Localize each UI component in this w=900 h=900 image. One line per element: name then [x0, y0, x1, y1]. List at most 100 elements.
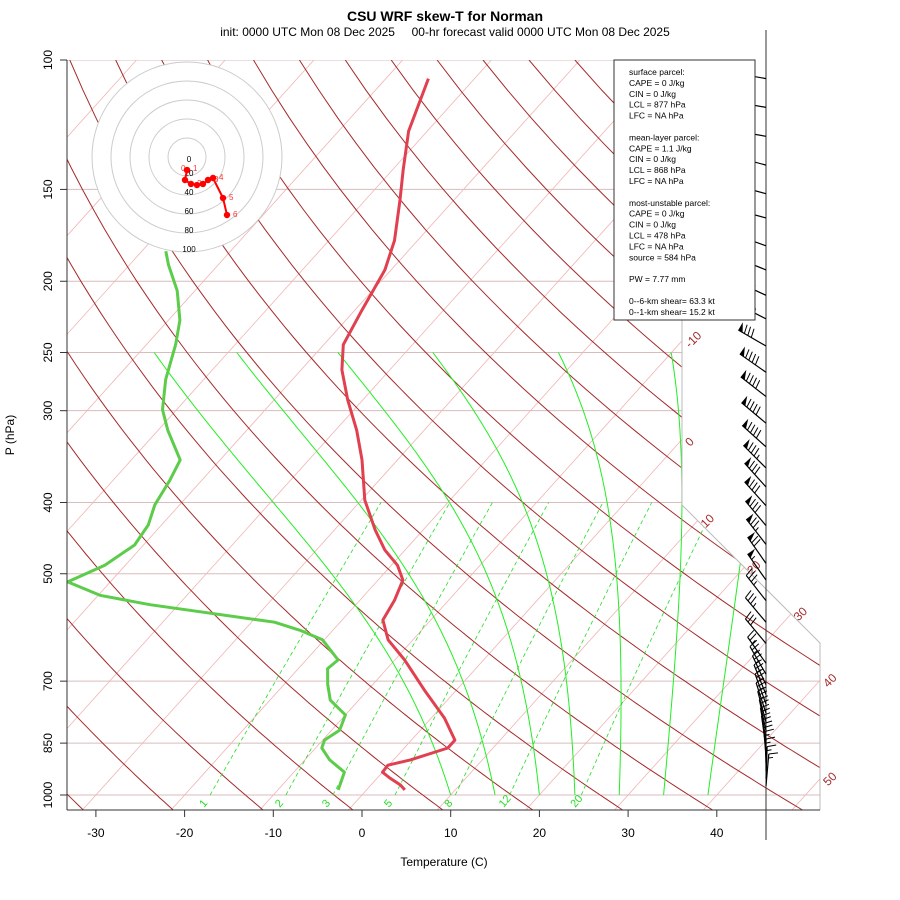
wind-barb-staff: [765, 746, 768, 779]
dry-adiabat-line: [207, 60, 820, 810]
info-line: CAPE = 0 J/kg: [629, 78, 685, 88]
wind-barb-full: [745, 590, 752, 599]
mixing-ratio-label: 8: [442, 798, 455, 810]
hodograph-point: [219, 194, 227, 202]
hodograph-ring-label: 80: [185, 226, 194, 235]
hodograph-point: [183, 166, 191, 174]
wind-barb-full: [761, 716, 771, 721]
wind-barb-full: [748, 571, 756, 579]
chart-subtitle: init: 0000 UTC Mon 08 Dec 2025 00-hr for…: [220, 25, 670, 39]
info-line: CIN = 0 J/kg: [629, 89, 676, 99]
x-tick-label: 30: [621, 826, 635, 840]
info-line: PW = 7.77 mm: [629, 274, 685, 284]
info-line: 0--1-km shear= 15.2 kt: [629, 307, 715, 317]
wind-barb: [745, 513, 767, 545]
wind-barb-pennant: [747, 531, 756, 542]
wind-barb-full: [754, 504, 762, 513]
info-line: mean-layer parcel:: [629, 132, 699, 142]
isotherm-line: [702, 60, 820, 810]
y-tick-label: 850: [41, 733, 55, 753]
wind-barb-full: [752, 520, 760, 529]
moist-adiabat-line: [557, 352, 622, 796]
temperature-profile: [340, 78, 457, 791]
hodograph-point: [199, 180, 207, 188]
dry-adiabat-line: [67, 60, 265, 810]
hodograph-height-label: 4: [219, 173, 224, 182]
y-tick-label: 700: [41, 671, 55, 691]
wind-barb: [741, 395, 767, 424]
wind-barb-full: [747, 614, 755, 623]
hodograph-ring: [129, 99, 245, 215]
wind-barb-full: [747, 442, 754, 451]
wind-barb-half: [751, 639, 756, 645]
info-line: CIN = 0 J/kg: [629, 220, 676, 230]
hodograph-height-label: 1: [193, 164, 198, 173]
mixing-ratio-label: 2: [273, 798, 286, 810]
wind-barb-half: [755, 527, 759, 532]
wind-barb-staff: [749, 646, 767, 675]
dry-adiabat-line: [298, 60, 820, 810]
wind-barb-half: [756, 454, 760, 460]
wind-barb-full: [759, 699, 769, 704]
wind-barb-full: [755, 429, 762, 439]
dry-adiabat-line: [344, 60, 820, 810]
wind-barb-staff: [747, 536, 767, 564]
y-tick-label: 150: [41, 179, 55, 199]
wind-barb-full: [750, 617, 757, 626]
isotherm-label: -10: [682, 328, 704, 350]
wind-barb: [737, 322, 767, 347]
moist-adiabat-line: [432, 352, 576, 795]
wind-barb-staff: [740, 376, 767, 398]
wind-barb-full: [747, 326, 752, 336]
dry-adiabat-line: [67, 60, 534, 810]
wind-barb: [741, 418, 767, 448]
wind-barb-full: [757, 686, 767, 692]
wind-barb-staff: [745, 518, 767, 545]
wind-barb-full: [758, 690, 768, 696]
wind-barb-full: [753, 539, 761, 547]
mixing-ratio-line: [454, 502, 604, 796]
dry-adiabat-line: [67, 60, 355, 810]
wind-barb-full: [745, 349, 750, 359]
wind-barb-staff: [744, 500, 767, 526]
wind-barb-staff: [765, 754, 770, 786]
y-tick-label: 250: [41, 342, 55, 362]
info-line: CAPE = 1.1 J/kg: [629, 143, 692, 153]
dry-adiabat-line: [850, 60, 900, 811]
hodograph-height-label: 3: [214, 175, 219, 184]
wind-barb-full: [750, 517, 757, 525]
dry-adiabat-line: [758, 60, 820, 810]
wind-barb-full: [749, 401, 755, 410]
wind-barb: [744, 495, 767, 526]
y-tick-label: 500: [41, 563, 55, 583]
dry-adiabat-line: [253, 60, 820, 810]
wind-barb-full: [745, 568, 753, 576]
wind-barb-half: [765, 741, 771, 744]
wind-barb-full: [751, 463, 758, 472]
isotherm-label: 30: [791, 604, 811, 624]
wind-barb: [744, 611, 767, 644]
wind-barb: [744, 475, 767, 507]
wind-barb-full: [752, 649, 761, 657]
wind-barb-full: [763, 720, 773, 725]
hodograph-ring-label: 0: [187, 155, 192, 164]
wind-barb: [744, 590, 767, 623]
isotherm-label: 0: [682, 434, 697, 449]
isotherm-line: [525, 60, 820, 810]
wind-barb-full: [760, 707, 770, 713]
hodograph: 0204060801000123456: [91, 61, 283, 254]
wind-barb-half: [752, 602, 757, 608]
wind-barb-half: [753, 581, 758, 586]
wind-barb-full: [749, 633, 757, 641]
mixing-ratio-line: [332, 502, 493, 796]
wind-barb-staff: [741, 402, 767, 424]
wind-barb-full: [759, 695, 768, 701]
info-line: 0--6-km shear= 63.3 kt: [629, 296, 715, 306]
wind-barb-full: [752, 501, 759, 510]
wind-barb: [745, 568, 767, 602]
hodograph-height-label: 5: [229, 193, 234, 202]
wind-barb-full: [755, 662, 764, 669]
wind-barb-full: [748, 479, 756, 488]
info-line: CAPE = 0 J/kg: [629, 209, 685, 219]
wind-barb-full: [749, 375, 754, 384]
